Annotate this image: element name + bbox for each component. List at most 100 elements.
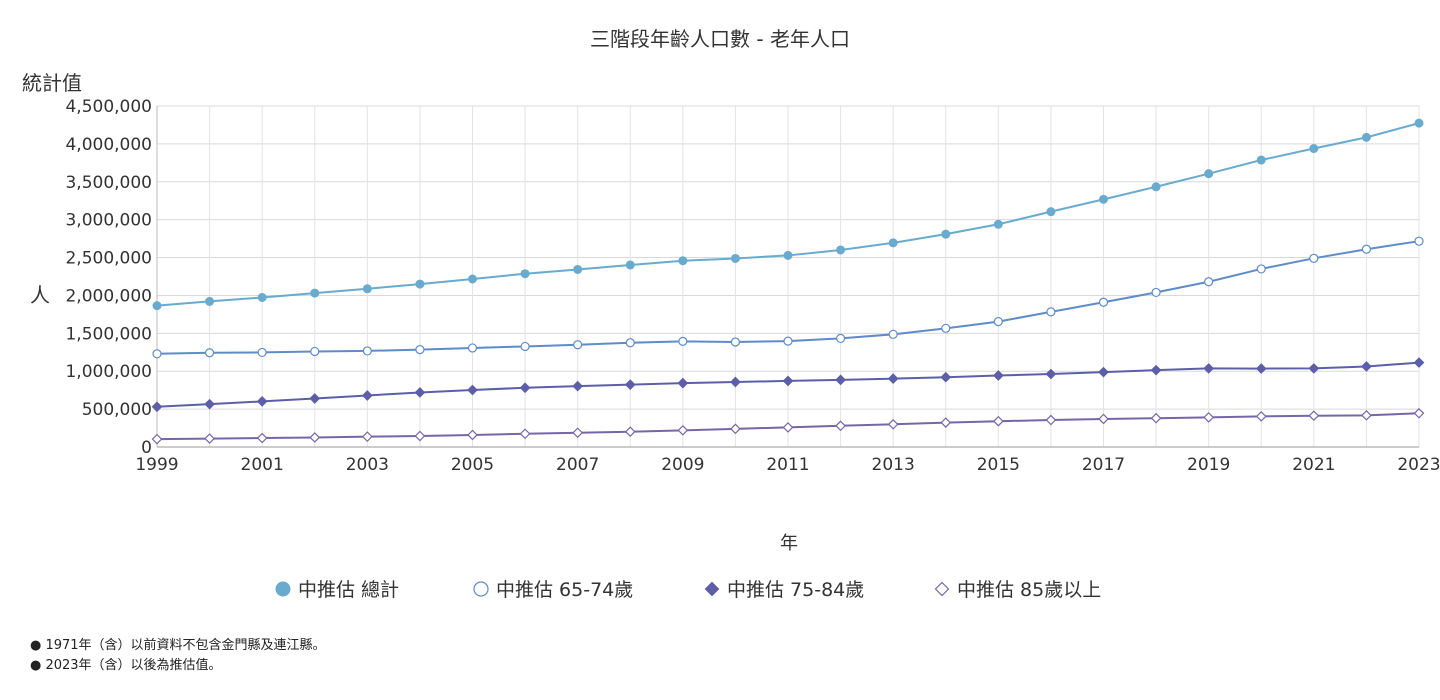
legend-marker-icon[interactable] [704, 581, 720, 597]
data-point[interactable] [1203, 363, 1215, 374]
data-point[interactable] [730, 376, 741, 388]
data-point[interactable] [520, 341, 530, 352]
data-point[interactable] [1098, 366, 1109, 378]
data-point[interactable] [1255, 411, 1267, 422]
data-point[interactable] [1361, 132, 1371, 142]
data-point[interactable] [1414, 236, 1424, 246]
data-point[interactable] [151, 401, 163, 413]
data-point[interactable] [415, 279, 425, 289]
data-point[interactable] [783, 336, 793, 346]
data-point[interactable] [256, 396, 268, 407]
data-point[interactable] [1151, 182, 1161, 192]
data-point[interactable] [1308, 363, 1320, 374]
data-point[interactable] [625, 338, 635, 348]
data-point[interactable] [941, 323, 951, 333]
data-point[interactable] [993, 219, 1003, 229]
data-point[interactable] [1308, 410, 1320, 422]
data-point[interactable] [1413, 407, 1425, 419]
data-point[interactable] [520, 269, 530, 279]
data-point[interactable] [204, 348, 215, 358]
data-point[interactable] [256, 432, 268, 444]
data-point[interactable] [204, 398, 215, 410]
data-point[interactable] [257, 347, 267, 358]
data-point[interactable] [678, 256, 688, 266]
data-point[interactable] [467, 429, 478, 441]
data-point[interactable] [1256, 155, 1266, 165]
data-point[interactable] [1150, 364, 1162, 376]
data-point[interactable] [414, 430, 426, 442]
data-point[interactable] [1309, 253, 1319, 263]
data-point[interactable] [1413, 357, 1425, 368]
data-point[interactable] [362, 346, 372, 356]
data-point[interactable] [572, 427, 584, 439]
data-point[interactable] [361, 431, 373, 442]
data-point[interactable] [1099, 194, 1108, 204]
data-point[interactable] [941, 229, 951, 239]
data-point[interactable] [624, 426, 636, 438]
data-point[interactable] [835, 420, 846, 432]
data-point[interactable] [151, 433, 163, 445]
data-point[interactable] [730, 253, 740, 263]
legend-item[interactable]: 中推估 85歲以上 [934, 579, 1102, 601]
data-point[interactable] [835, 333, 846, 344]
data-point[interactable] [573, 340, 583, 350]
data-point[interactable] [993, 316, 1003, 327]
data-point[interactable] [415, 345, 425, 355]
legend-item[interactable]: 中推估 75-84歲 [704, 579, 865, 601]
data-point[interactable] [152, 349, 162, 359]
data-point[interactable] [1255, 363, 1267, 374]
data-point[interactable] [572, 380, 584, 392]
data-point[interactable] [1098, 413, 1109, 425]
legend-marker-icon[interactable] [275, 581, 291, 597]
data-point[interactable] [362, 284, 372, 294]
legend-marker-icon[interactable] [473, 581, 489, 597]
data-point[interactable] [836, 245, 846, 255]
data-point[interactable] [677, 424, 689, 436]
data-point[interactable] [887, 418, 899, 430]
data-point[interactable] [888, 238, 898, 248]
data-point[interactable] [1045, 414, 1057, 426]
data-point[interactable] [940, 417, 952, 428]
data-point[interactable] [624, 379, 636, 390]
data-point[interactable] [1309, 144, 1319, 154]
data-point[interactable] [519, 382, 531, 394]
data-point[interactable] [519, 428, 531, 440]
data-point[interactable] [783, 250, 793, 260]
data-point[interactable] [573, 264, 583, 274]
data-point[interactable] [835, 374, 846, 386]
data-point[interactable] [310, 288, 320, 298]
data-point[interactable] [1204, 277, 1214, 287]
data-point[interactable] [1098, 297, 1109, 307]
data-point[interactable] [1151, 287, 1161, 298]
data-point[interactable] [1414, 118, 1424, 128]
data-point[interactable] [1150, 412, 1162, 424]
data-point[interactable] [152, 301, 162, 311]
data-point[interactable] [1361, 409, 1372, 421]
data-point[interactable] [257, 292, 267, 302]
data-point[interactable] [1203, 412, 1215, 423]
data-point[interactable] [361, 390, 373, 401]
data-point[interactable] [888, 329, 898, 339]
legend-item[interactable]: 中推估 總計 [275, 579, 399, 601]
data-point[interactable] [730, 337, 741, 347]
data-point[interactable] [1361, 361, 1372, 372]
data-point[interactable] [625, 260, 635, 270]
data-point[interactable] [467, 384, 478, 396]
data-point[interactable] [992, 370, 1004, 381]
data-point[interactable] [309, 432, 321, 443]
data-point[interactable] [730, 423, 741, 435]
data-point[interactable] [678, 336, 688, 346]
data-point[interactable] [1045, 368, 1057, 380]
legend-item[interactable]: 中推估 65-74歲 [473, 579, 633, 601]
data-point[interactable] [782, 375, 794, 387]
data-point[interactable] [940, 371, 952, 383]
data-point[interactable] [414, 387, 426, 398]
legend[interactable]: 中推估 總計 中推估 65-74歲 中推估 75-84歲 中推估 85歲以上 [275, 579, 1102, 601]
data-point[interactable] [1046, 307, 1056, 317]
data-point[interactable] [205, 296, 215, 306]
data-point[interactable] [1361, 244, 1372, 254]
data-point[interactable] [1204, 169, 1214, 179]
data-point[interactable] [782, 422, 794, 433]
data-point[interactable] [992, 415, 1004, 427]
data-point[interactable] [309, 393, 321, 404]
